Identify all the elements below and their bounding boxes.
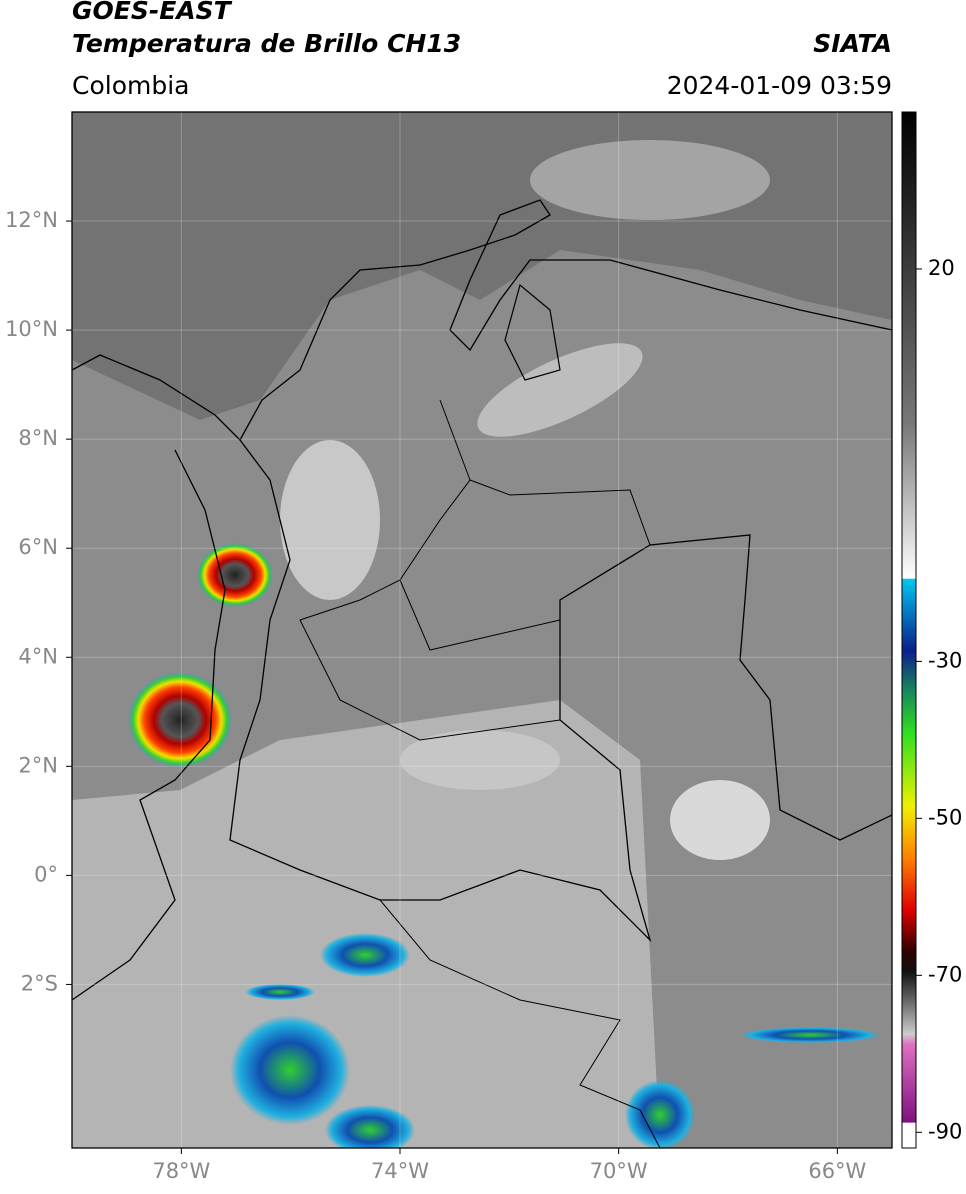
y-tick-label: 8°N bbox=[18, 426, 58, 450]
map-frame bbox=[71, 111, 893, 1149]
cloud bbox=[477, 343, 643, 437]
border bbox=[229, 439, 892, 943]
y-tick-label: 2°N bbox=[18, 753, 58, 777]
x-tick-label: 74°W bbox=[371, 1159, 429, 1183]
y-tick-label: 4°N bbox=[18, 644, 58, 668]
admin-border bbox=[299, 399, 661, 1148]
coastline bbox=[72, 449, 226, 1001]
product: Temperatura de Brillo CH13 bbox=[72, 29, 461, 58]
warm-land bbox=[72, 700, 660, 1148]
y-tick-label: 2°S bbox=[21, 971, 58, 995]
cloud bbox=[280, 440, 380, 600]
datetime: 2024-01-09 03:59 bbox=[667, 71, 892, 100]
cold-cloud bbox=[230, 1015, 350, 1125]
cold-cloud bbox=[245, 984, 315, 1000]
grid bbox=[72, 112, 892, 1148]
y-tick-label: 0° bbox=[34, 862, 58, 886]
cold-cloud bbox=[325, 1105, 415, 1148]
cold-cloud bbox=[740, 1027, 880, 1043]
coastline bbox=[504, 283, 561, 381]
colorbar-tick-label: 20 bbox=[928, 256, 955, 280]
cloud bbox=[530, 140, 770, 220]
colorbar-tick-label: -30 bbox=[928, 648, 962, 672]
colorbar-tick-label: -90 bbox=[928, 1119, 962, 1143]
x-tick-label: 78°W bbox=[152, 1159, 210, 1183]
y-tick-label: 6°N bbox=[18, 535, 58, 559]
x-tick-label: 66°W bbox=[808, 1159, 866, 1183]
satellite: GOES-EAST bbox=[72, 0, 233, 25]
colorbar bbox=[901, 111, 917, 1149]
region: Colombia bbox=[72, 71, 189, 100]
cloud bbox=[400, 730, 560, 790]
colorbar-tick-label: -50 bbox=[928, 805, 962, 829]
storm bbox=[128, 672, 232, 768]
cold-cloud bbox=[625, 1080, 695, 1148]
source: SIATA bbox=[813, 29, 892, 58]
y-tick-label: 10°N bbox=[5, 317, 58, 341]
cold-cloud bbox=[320, 933, 410, 977]
storm bbox=[197, 543, 273, 607]
coastline bbox=[72, 199, 892, 442]
cloud bbox=[670, 780, 770, 860]
satellite-image bbox=[72, 112, 892, 1148]
y-tick-label: 12°N bbox=[5, 208, 58, 232]
x-tick-label: 70°W bbox=[590, 1159, 648, 1183]
colorbar-tick-label: -70 bbox=[928, 962, 962, 986]
